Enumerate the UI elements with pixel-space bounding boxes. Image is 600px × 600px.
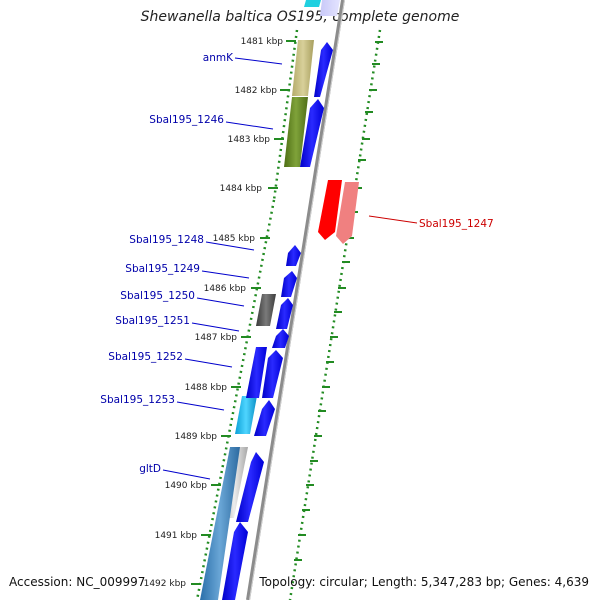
accession-label: Accession: NC_009997	[9, 575, 146, 589]
tick-labels: 1481 kbp 1482 kbp 1483 kbp 1484 kbp 1485…	[144, 37, 284, 589]
cog-feature-gltD	[200, 447, 240, 600]
gene-label-sbal1253: Sbal195_1253	[100, 394, 175, 406]
cog-feature-sbal1250	[256, 294, 276, 326]
cds-arrow-sbal1251	[272, 329, 289, 348]
tick-label: 1491 kbp	[155, 531, 198, 541]
inner-guide-line	[195, 199, 276, 600]
genome-backbone-highlight	[249, 0, 345, 600]
tick-label: 1483 kbp	[228, 135, 271, 145]
cog-feature-anmK	[292, 40, 314, 96]
connector-sbal1246	[225, 121, 274, 130]
connector-gltD	[162, 469, 211, 480]
cds-arrow-sbal1253	[254, 400, 275, 436]
cds-arrow-sbal1248	[286, 245, 301, 266]
gene-label-sbal1246: Sbal195_1246	[149, 114, 224, 126]
cds-arrow-sbal1246	[300, 99, 324, 167]
gene-labels: anmK Sbal195_1246 Sbal195_1248 Sbal195_1…	[100, 52, 234, 475]
connector-sbal1250	[196, 297, 245, 307]
cds-arrow-sbal1252b	[262, 350, 283, 398]
cds-arrow-gltD-2	[222, 522, 248, 600]
cds-feature-partial	[320, 0, 340, 16]
outer-guide-line	[288, 29, 382, 600]
tick-label: 1489 kbp	[175, 432, 218, 442]
connector-anmK	[234, 57, 283, 65]
label-connectors	[162, 57, 283, 480]
gene-label-gltD: gltD	[139, 463, 161, 475]
connector-sbal1251	[191, 322, 240, 332]
tick-label: 1488 kbp	[185, 383, 228, 393]
cog-feature-sbal1253	[235, 396, 257, 434]
forward-cds-features	[222, 42, 333, 600]
tick-label: 1484 kbp	[220, 184, 263, 194]
connector-sbal1252	[184, 358, 233, 368]
cds-arrow-anmK	[314, 42, 333, 97]
cds-arrow-sbal1247	[318, 180, 342, 240]
tick-label: 1492 kbp	[144, 579, 187, 589]
cds-arrow-sbal1249	[281, 271, 297, 297]
tick-label: 1482 kbp	[235, 86, 278, 96]
tick-label: 1486 kbp	[204, 284, 247, 294]
tick-label: 1487 kbp	[195, 333, 238, 343]
tick-label: 1481 kbp	[241, 37, 284, 47]
cds-arrow-sbal1252a	[246, 347, 267, 398]
gene-label-sbal1251: Sbal195_1251	[115, 315, 190, 327]
inner-guide-line	[272, 29, 299, 201]
connector-sbal1247	[368, 215, 418, 224]
connector-sbal1249	[201, 270, 250, 279]
cds-arrow-sbal1247-light	[336, 182, 359, 244]
cog-feature-sbal1246	[284, 97, 308, 167]
cds-arrow-sbal1250	[276, 298, 293, 329]
connector-sbal1253	[176, 401, 225, 411]
tick-label: 1485 kbp	[213, 234, 256, 244]
tick-label: 1490 kbp	[165, 481, 208, 491]
map-title: Shewanella baltica OS195, complete genom…	[140, 9, 460, 25]
gene-label-sbal1247: Sbal195_1247	[419, 218, 494, 230]
cds-arrow-gltD	[236, 452, 264, 522]
genome-backbone	[246, 0, 345, 600]
gene-label-sbal1252: Sbal195_1252	[108, 351, 183, 363]
connector-sbal1248	[205, 241, 255, 251]
gene-label-anmK: anmK	[203, 52, 234, 64]
gene-label-sbal1248: Sbal195_1248	[129, 234, 204, 246]
gene-label-sbal1249: Sbal195_1249	[125, 263, 200, 275]
topology-label: Topology: circular; Length: 5,347,283 bp…	[259, 575, 589, 589]
gene-label-sbal1250: Sbal195_1250	[120, 290, 195, 302]
cds-feature-partial	[304, 0, 321, 7]
